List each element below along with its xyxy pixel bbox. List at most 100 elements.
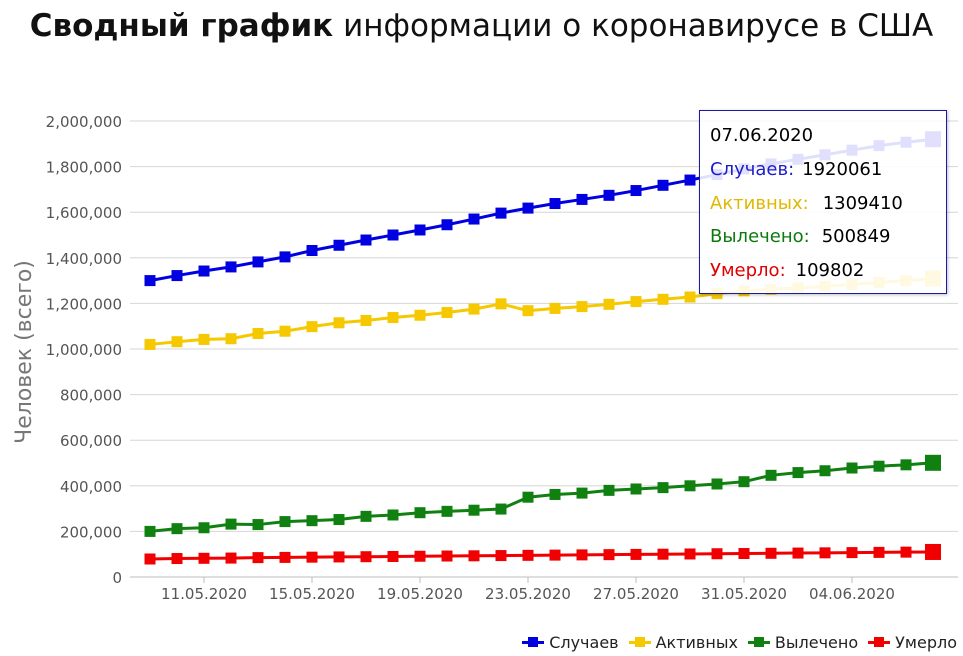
y-axis-label: Человек (всего) xyxy=(12,260,37,444)
data-point xyxy=(630,548,642,560)
data-point xyxy=(765,547,777,559)
data-point xyxy=(603,298,615,310)
tooltip-date: 07.06.2020 xyxy=(710,125,814,146)
data-point xyxy=(711,478,723,490)
data-point xyxy=(441,550,453,562)
data-point xyxy=(630,296,642,308)
y-tick-label: 600,000 xyxy=(60,432,122,450)
data-point xyxy=(522,549,534,561)
data-point xyxy=(576,549,588,561)
legend-swatch xyxy=(747,636,770,648)
data-point xyxy=(360,551,372,563)
data-point xyxy=(360,234,372,246)
data-point xyxy=(441,307,453,319)
data-point xyxy=(522,305,534,317)
data-point xyxy=(333,239,345,251)
data-point xyxy=(333,551,345,563)
tooltip-label: Умерло: xyxy=(710,260,786,281)
data-point xyxy=(765,469,777,481)
data-point xyxy=(468,504,480,516)
data-point xyxy=(414,507,426,519)
legend-swatch xyxy=(628,636,651,648)
data-point xyxy=(171,553,183,565)
legend-label: Случаев xyxy=(549,632,619,652)
x-tick-label: 23.05.2020 xyxy=(485,585,571,603)
data-point xyxy=(549,488,561,500)
data-point xyxy=(468,213,480,225)
data-point xyxy=(576,193,588,205)
data-point xyxy=(144,553,156,565)
data-point xyxy=(198,265,210,277)
data-point xyxy=(468,550,480,562)
legend-label: Активных xyxy=(655,632,738,652)
data-point xyxy=(414,309,426,321)
legend-item-deaths[interactable]: Умерло xyxy=(868,633,957,652)
data-point xyxy=(495,503,507,515)
data-point xyxy=(414,550,426,562)
data-point xyxy=(252,327,264,339)
data-point xyxy=(630,185,642,197)
data-point xyxy=(603,484,615,496)
data-point xyxy=(387,312,399,324)
gridlines xyxy=(130,120,958,578)
x-tick-label: 27.05.2020 xyxy=(593,585,679,603)
y-tick-label: 0 xyxy=(112,569,122,587)
tooltip-value: 1309410 xyxy=(822,193,903,214)
chart-title-rest: информации о коронавирусе в США xyxy=(333,8,934,44)
chart-legend: Случаев Активных Вылечено Умерло xyxy=(522,630,957,654)
series-2 xyxy=(144,454,941,537)
x-tick-label: 31.05.2020 xyxy=(701,585,787,603)
data-point xyxy=(900,459,912,471)
y-tick-label: 200,000 xyxy=(60,523,122,541)
legend-swatch xyxy=(522,636,545,648)
x-tick-label: 15.05.2020 xyxy=(269,585,355,603)
data-point xyxy=(495,298,507,310)
data-point xyxy=(171,336,183,348)
data-point xyxy=(279,325,291,337)
data-point xyxy=(333,317,345,329)
legend-label: Вылечено xyxy=(774,632,859,652)
data-point xyxy=(441,505,453,517)
data-point xyxy=(603,549,615,561)
data-point xyxy=(414,224,426,236)
data-point xyxy=(171,523,183,535)
y-tick-label: 1,600,000 xyxy=(46,204,122,222)
data-point xyxy=(441,219,453,231)
chart-title-bold: Сводный график xyxy=(29,8,334,44)
data-point xyxy=(333,514,345,526)
data-point-highlighted xyxy=(925,543,941,560)
tooltip-label: Случаев: xyxy=(710,159,795,180)
data-point xyxy=(846,462,858,474)
y-tick-label: 1,400,000 xyxy=(46,250,122,268)
legend-item-active[interactable]: Активных xyxy=(628,632,738,652)
x-tick-label: 04.06.2020 xyxy=(809,585,895,603)
data-point xyxy=(684,548,696,560)
legend-swatch xyxy=(868,636,891,648)
data-point xyxy=(711,548,723,560)
data-point xyxy=(576,301,588,313)
data-point xyxy=(252,552,264,564)
legend-item-recovered[interactable]: Вылечено xyxy=(747,632,859,652)
data-point xyxy=(684,174,696,186)
data-point xyxy=(252,519,264,531)
series-3 xyxy=(144,543,941,565)
tooltip-value: 1920061 xyxy=(802,159,883,180)
data-point xyxy=(387,229,399,241)
chart-title: Сводный график информации о коронавирусе… xyxy=(0,4,963,48)
data-point xyxy=(144,338,156,350)
data-point xyxy=(279,251,291,263)
x-tick-label: 19.05.2020 xyxy=(377,585,463,603)
data-point xyxy=(198,552,210,564)
tooltip-row-active: Активных: 1309410 xyxy=(710,193,903,215)
y-tick-label: 800,000 xyxy=(60,387,122,405)
series-line xyxy=(149,461,934,533)
data-point xyxy=(387,550,399,562)
legend-item-cases[interactable]: Случаев xyxy=(522,632,619,652)
data-point xyxy=(738,476,750,488)
data-point xyxy=(657,548,669,560)
tooltip-label: Вылечено: xyxy=(710,226,810,247)
data-point xyxy=(846,547,858,559)
data-point xyxy=(198,522,210,534)
tooltip-row-deaths: Умерло: 109802 xyxy=(710,260,864,282)
data-point xyxy=(144,275,156,287)
